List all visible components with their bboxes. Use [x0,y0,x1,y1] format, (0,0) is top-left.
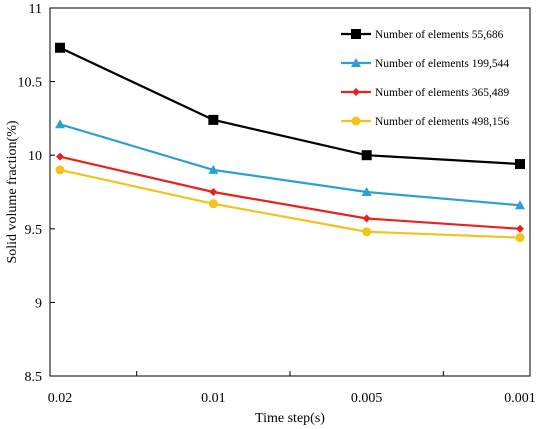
series-layer [55,42,525,243]
series-2 [55,119,525,210]
y-tick-label: 10.5 [18,76,43,91]
data-point [208,164,219,174]
legend-marker [351,29,361,39]
data-point [208,199,218,209]
data-point [515,159,525,170]
legend-label: Number of elements 365,489 [375,87,509,99]
legend-item: Number of elements 55,686 [341,29,504,41]
data-point [209,188,218,196]
legend-item: Number of elements 365,489 [341,87,509,99]
y-tick-label: 9 [35,296,42,311]
data-point [208,114,219,125]
legend-marker [351,58,361,67]
y-axis-title: Solid volume fraction(%) [5,120,20,263]
x-tick-label: 0.005 [351,391,383,406]
legend-marker [351,116,361,126]
data-point [55,165,65,175]
data-point [516,224,524,233]
series-line [59,46,521,166]
x-axis-ticks: 0.02 0.01 0.005 0.001 [48,371,536,406]
legend-marker [352,88,360,96]
y-tick-label: 11 [29,2,42,17]
data-point [56,152,64,161]
series-line [59,155,521,230]
data-point [362,227,372,237]
y-axis-ticks: 8.5 9 9.5 10 10.5 11 [18,2,55,385]
legend-label: Number of elements 55,686 [375,29,504,41]
data-point [515,200,525,210]
data-point [362,214,371,223]
legend: Number of elements 55,686 Number of eleme… [341,29,509,128]
data-point [361,150,372,161]
series-3 [56,152,524,233]
y-tick-label: 10 [28,149,42,164]
series-line [59,123,521,207]
y-tick-label: 8.5 [25,370,43,385]
x-tick-label: 0.01 [201,391,226,406]
data-point [361,187,372,196]
series-1 [55,42,525,170]
data-point [55,119,65,129]
legend-item: Number of elements 199,544 [341,58,509,70]
series-line [59,168,521,239]
x-axis-title: Time step(s) [255,411,325,426]
legend-label: Number of elements 199,544 [375,58,509,70]
x-tick-label: 0.02 [48,391,73,406]
legend-label: Number of elements 498,156 [375,116,509,128]
legend-item: Number of elements 498,156 [341,116,509,128]
x-tick-label: 0.001 [504,391,536,406]
data-point [515,233,525,243]
series-4 [55,165,525,243]
y-tick-label: 9.5 [25,223,43,238]
data-point [55,42,65,53]
